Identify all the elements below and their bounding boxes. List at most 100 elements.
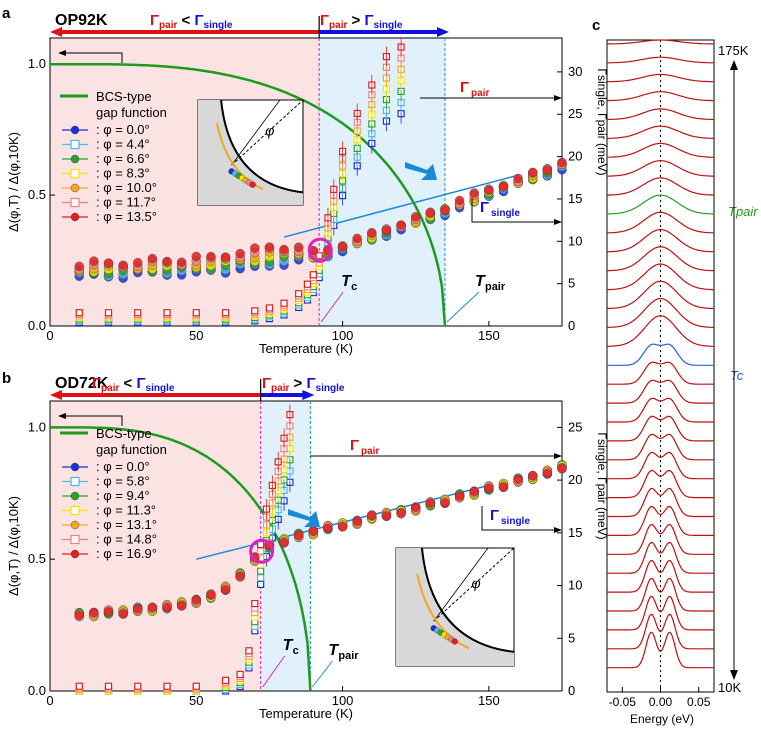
panel-b-gamma-pair-point xyxy=(257,574,265,582)
panel-a-red-arrowhead xyxy=(50,27,62,37)
panel-b-legend-marker xyxy=(70,491,80,501)
panel-b-y2tick-label: 10 xyxy=(568,578,582,593)
panel-b-legend-bcs-label: BCS-type xyxy=(96,426,152,441)
panel-b-gap-point xyxy=(323,523,333,533)
panel-a-legend-marker xyxy=(70,125,80,135)
panel-a-legend-marker xyxy=(70,183,80,193)
panel-c-spectrum xyxy=(606,229,715,253)
panel-b-legend-marker xyxy=(70,549,80,559)
panel-a-inset-phi: φ xyxy=(265,123,274,139)
panel-b-gap-point xyxy=(352,516,362,526)
panel-b-gap-point xyxy=(176,601,187,611)
panel-c-spectrum xyxy=(607,73,714,83)
panel-a-gamma-pair-point xyxy=(75,309,83,317)
panel-c-letter: c xyxy=(592,17,600,34)
panel-b-xlabel: Temperature (K) xyxy=(259,706,353,721)
panel-a-gap-point xyxy=(440,205,450,215)
panel-a-gap-point xyxy=(381,226,392,236)
panel-b-legend-label: : φ = 14.8° xyxy=(96,532,157,547)
panel-b-gsingle-arrowhead xyxy=(554,527,562,533)
panel-a-gamma-pair-point xyxy=(315,252,323,260)
panel-a-left-arrowhead xyxy=(58,50,66,56)
panel-a-thick-arrow xyxy=(405,162,437,180)
panel-c-spectrum xyxy=(607,451,714,480)
panel-a-gap-point xyxy=(74,261,84,272)
panel-a-gap-point xyxy=(542,165,553,175)
panel-c-spectrum xyxy=(607,523,714,555)
panel-c-spectrum xyxy=(607,361,714,385)
panel-c-spectrum xyxy=(607,433,714,461)
panel-b-frame xyxy=(49,400,563,692)
panel-a-gamma-pair-point xyxy=(221,309,230,317)
panel-c-spectrum xyxy=(607,631,714,669)
panel-b-tpair-pointer xyxy=(311,660,333,688)
panel-b-gap-point xyxy=(308,526,319,536)
panel-a-ytick-label: 1.0 xyxy=(28,56,46,71)
panel-b-gamma-pair-point xyxy=(257,547,265,555)
panel-b-letter: b xyxy=(2,370,11,387)
panel-c-spectrum xyxy=(607,415,714,442)
panel-b-gap-point xyxy=(542,468,553,479)
panel-a-xtick-label: 100 xyxy=(332,328,354,343)
panel-b-gap-point xyxy=(469,486,479,496)
panel-b-gamma-pair-point xyxy=(257,540,265,549)
panel-a-gamma-pair-point xyxy=(280,299,288,307)
panel-a-gap-point xyxy=(206,251,216,262)
panel-a-left-compare: Γpair < Γsingle xyxy=(150,12,233,31)
panel-b-xtick-label: 0 xyxy=(46,693,53,708)
panel-c-spectrum-tc xyxy=(607,343,714,366)
panel-a-gamma-pair-point xyxy=(134,309,142,317)
panel-a-gap-point xyxy=(293,242,304,252)
panel-a-gamma-single-fit xyxy=(283,174,519,238)
panel-b-xtick-label: 100 xyxy=(332,693,354,708)
panel-b-blue-arrowhead xyxy=(302,390,315,400)
panel-b-gsingle-label: Γ xyxy=(490,507,499,524)
panel-b-tc-label: T xyxy=(283,637,294,654)
panel-c-top-label: 175K xyxy=(718,43,749,58)
panel-b-gap-point xyxy=(528,470,538,481)
panel-a-tpair-pointer xyxy=(446,291,480,323)
panel-b-gamma-pair-point xyxy=(245,647,253,655)
panel-c-spectrum xyxy=(607,595,714,631)
panel-a-gamma-pair-point xyxy=(309,271,317,279)
panel-a-frame xyxy=(49,37,563,327)
panel-b-gap-point xyxy=(513,474,523,484)
panel-a-legend-marker xyxy=(70,212,80,222)
panel-a-sample: OP92K xyxy=(55,12,108,29)
panel-c-temp-arrowhead-down xyxy=(730,670,738,680)
panel-c-tc-label: Tc xyxy=(730,368,744,383)
panel-a-y2tick-label: 0 xyxy=(568,318,575,333)
panel-a-gap-point xyxy=(498,181,509,192)
panel-a-inset-fs-shade xyxy=(198,100,303,205)
panel-b-inset-fermi-surface xyxy=(420,547,515,653)
panel-c-spectrum xyxy=(607,263,714,291)
panel-a-gpair-label: Γ xyxy=(460,79,469,96)
panel-b-y2tick-label: 5 xyxy=(568,630,575,645)
panel-b-thick-arrow xyxy=(288,509,320,527)
panel-a-gpair-arrowhead xyxy=(554,95,562,101)
panel-a-gamma-pair-point xyxy=(163,309,171,317)
panel-a-inset-fermi-surface xyxy=(220,99,304,194)
panel-b-legend-marker xyxy=(70,534,80,545)
panel-b-ylabel2: Γsingle, Γpair (meV) xyxy=(595,432,609,539)
panel-a-gamma-pair-point xyxy=(265,304,274,312)
panel-c-spectrum xyxy=(607,541,714,574)
panel-c-spectrum xyxy=(607,613,714,650)
panel-b-xtick-label: 50 xyxy=(189,693,203,708)
panel-a-pseudogap-region xyxy=(319,38,445,326)
panel-b-gap-point xyxy=(440,498,450,508)
panel-c-spectrum xyxy=(606,159,715,177)
panel-c-spectrum xyxy=(607,280,714,310)
panel-b-ytick-label: 0.0 xyxy=(28,683,46,698)
panel-a-xtick-label: 150 xyxy=(478,328,500,343)
panel-b-tpair-label: T xyxy=(328,642,339,659)
panel-a-right-compare: Γpair > Γsingle xyxy=(320,12,403,31)
panel-b-gap-point xyxy=(235,571,245,581)
panel-a-gsingle-sub: single xyxy=(491,208,520,219)
panel-c-spectrum xyxy=(607,297,714,328)
panel-b-gap-point xyxy=(396,508,406,518)
panel-a-gap-point xyxy=(89,256,99,266)
panel-b-gap-point xyxy=(191,595,201,605)
panel-b-xtick-label: 150 xyxy=(478,693,500,708)
